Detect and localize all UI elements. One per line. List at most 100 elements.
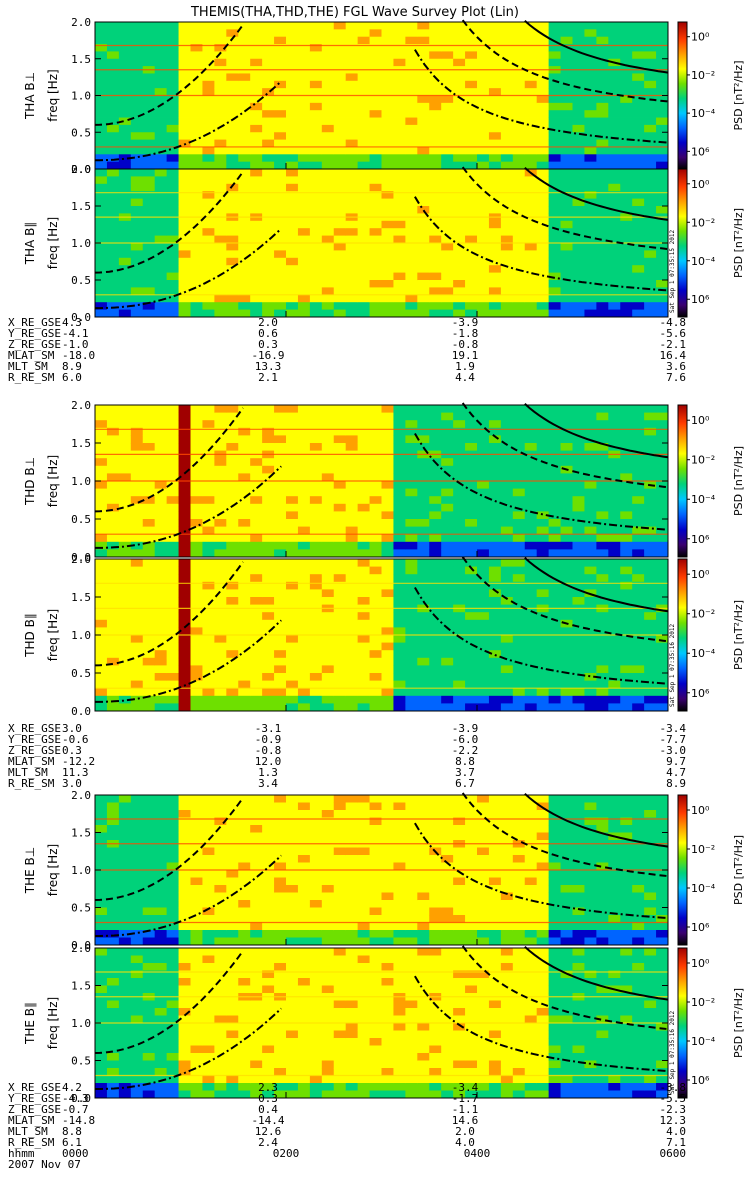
spectrogram-cell: [274, 73, 287, 82]
spectrogram-cell: [226, 832, 239, 841]
spectrogram-cell: [536, 191, 550, 199]
spectrogram-cell: [214, 862, 227, 871]
spectrogram-cell: [190, 176, 203, 185]
spectrogram-cell: [95, 541, 108, 550]
spectrogram-cell: [369, 802, 382, 811]
spectrogram-cell: [321, 589, 335, 598]
spectrogram-cell: [106, 206, 120, 214]
spectrogram-cell: [417, 198, 430, 207]
spectrogram-cell: [130, 80, 144, 89]
spectrogram-cell: [656, 619, 669, 628]
spectrogram-cell: [560, 541, 573, 550]
spectrogram-cell: [238, 657, 251, 666]
spectrogram-cell: [477, 265, 490, 273]
spectrogram-cell: [620, 117, 633, 126]
spectrogram-cell: [118, 503, 132, 512]
spectrogram-cell: [321, 132, 335, 140]
spectrogram-cell: [381, 22, 394, 30]
spectrogram-cell: [405, 922, 418, 931]
spectrogram-cell: [274, 825, 287, 833]
spectrogram-cell: [142, 862, 156, 871]
spectrogram-cell: [130, 695, 144, 704]
spectrogram-cell: [548, 581, 561, 590]
spectrogram-cell: [560, 496, 573, 505]
spectrogram-cell: [333, 503, 347, 512]
spectrogram-cell: [381, 534, 394, 543]
spectrogram-cell: [393, 862, 406, 871]
spectrogram-cell: [118, 526, 132, 535]
spectrogram-cell: [357, 73, 370, 82]
spectrogram-cell: [345, 169, 359, 177]
spectrogram-cell: [262, 132, 275, 140]
spectrogram-cell: [238, 95, 251, 104]
spectrogram-cell: [656, 405, 669, 413]
spectrogram-cell: [154, 503, 168, 512]
spectrogram-cell: [95, 139, 108, 148]
spectrogram-cell: [584, 146, 597, 155]
spectrogram-cell: [512, 88, 526, 96]
spectrogram-cell: [178, 597, 191, 605]
spectrogram-cell: [250, 95, 263, 104]
spectrogram-cell: [357, 265, 370, 273]
spectrogram-cell: [142, 95, 156, 104]
spectrogram-cell: [632, 412, 645, 421]
spectrogram-cell: [560, 847, 573, 856]
spectrogram-cell: [226, 117, 239, 126]
spectrogram-cell: [250, 559, 263, 567]
spectrogram-cell: [656, 922, 669, 931]
spectrogram-cell: [95, 642, 108, 651]
spectrogram-cell: [274, 44, 287, 52]
spectrogram-cell: [214, 228, 227, 236]
spectrogram-cell: [166, 36, 179, 45]
spectrogram-cell: [656, 825, 669, 833]
spectrogram-cell: [142, 235, 156, 244]
spectrogram-cell: [118, 280, 132, 288]
spectrogram-cell: [238, 191, 251, 199]
spectrogram-cell: [214, 73, 227, 82]
spectrogram-cell: [536, 257, 550, 266]
spectrogram-cell: [190, 922, 203, 931]
spectrogram-cell: [417, 29, 430, 38]
spectrogram-cell: [393, 795, 406, 803]
spectrogram-cell: [309, 44, 323, 52]
spectrogram-cell: [130, 496, 144, 505]
spectrogram-cell: [214, 642, 227, 651]
spectrogram-cell: [250, 597, 263, 605]
spectrogram-cell: [381, 937, 394, 946]
spectrogram-cell: [297, 73, 311, 82]
spectrogram-cell: [477, 220, 490, 229]
spectrogram-cell: [202, 88, 215, 96]
spectrogram-cell: [500, 574, 514, 583]
spectrogram-cell: [333, 870, 347, 878]
spectrogram-cell: [512, 206, 526, 214]
spectrogram-cell: [297, 235, 311, 244]
spectrogram-cell: [560, 519, 573, 527]
spectrogram-cell: [297, 139, 311, 148]
spectrogram-cell: [106, 183, 120, 192]
spectrogram-cell: [226, 847, 239, 856]
spectrogram-cell: [477, 496, 490, 505]
spectrogram-cell: [333, 73, 347, 82]
spectrogram-cell: [488, 458, 502, 467]
spectrogram-cell: [465, 922, 478, 931]
spectrogram-cell: [441, 795, 454, 803]
spectrogram-cell: [202, 124, 215, 133]
spectrogram-cell: [417, 541, 430, 550]
spectrogram-cell: [417, 420, 430, 429]
spectrogram-cell: [297, 810, 311, 818]
spectrogram-cell: [297, 650, 311, 659]
spectrogram-cell: [441, 235, 454, 244]
spectrogram-cell: [584, 503, 597, 512]
spectrogram-cell: [477, 526, 490, 535]
spectrogram-cell: [477, 922, 490, 931]
spectrogram-cell: [238, 549, 251, 558]
spectrogram-cell: [572, 465, 585, 474]
spectrogram-cell: [429, 810, 442, 818]
spectrogram-cell: [560, 534, 573, 543]
spectrogram-cell: [214, 885, 227, 893]
spectrogram-cell: [214, 589, 227, 598]
spectrogram-cell: [286, 559, 299, 567]
spectrogram-cell: [178, 302, 191, 310]
spectrogram-cell: [405, 566, 418, 575]
